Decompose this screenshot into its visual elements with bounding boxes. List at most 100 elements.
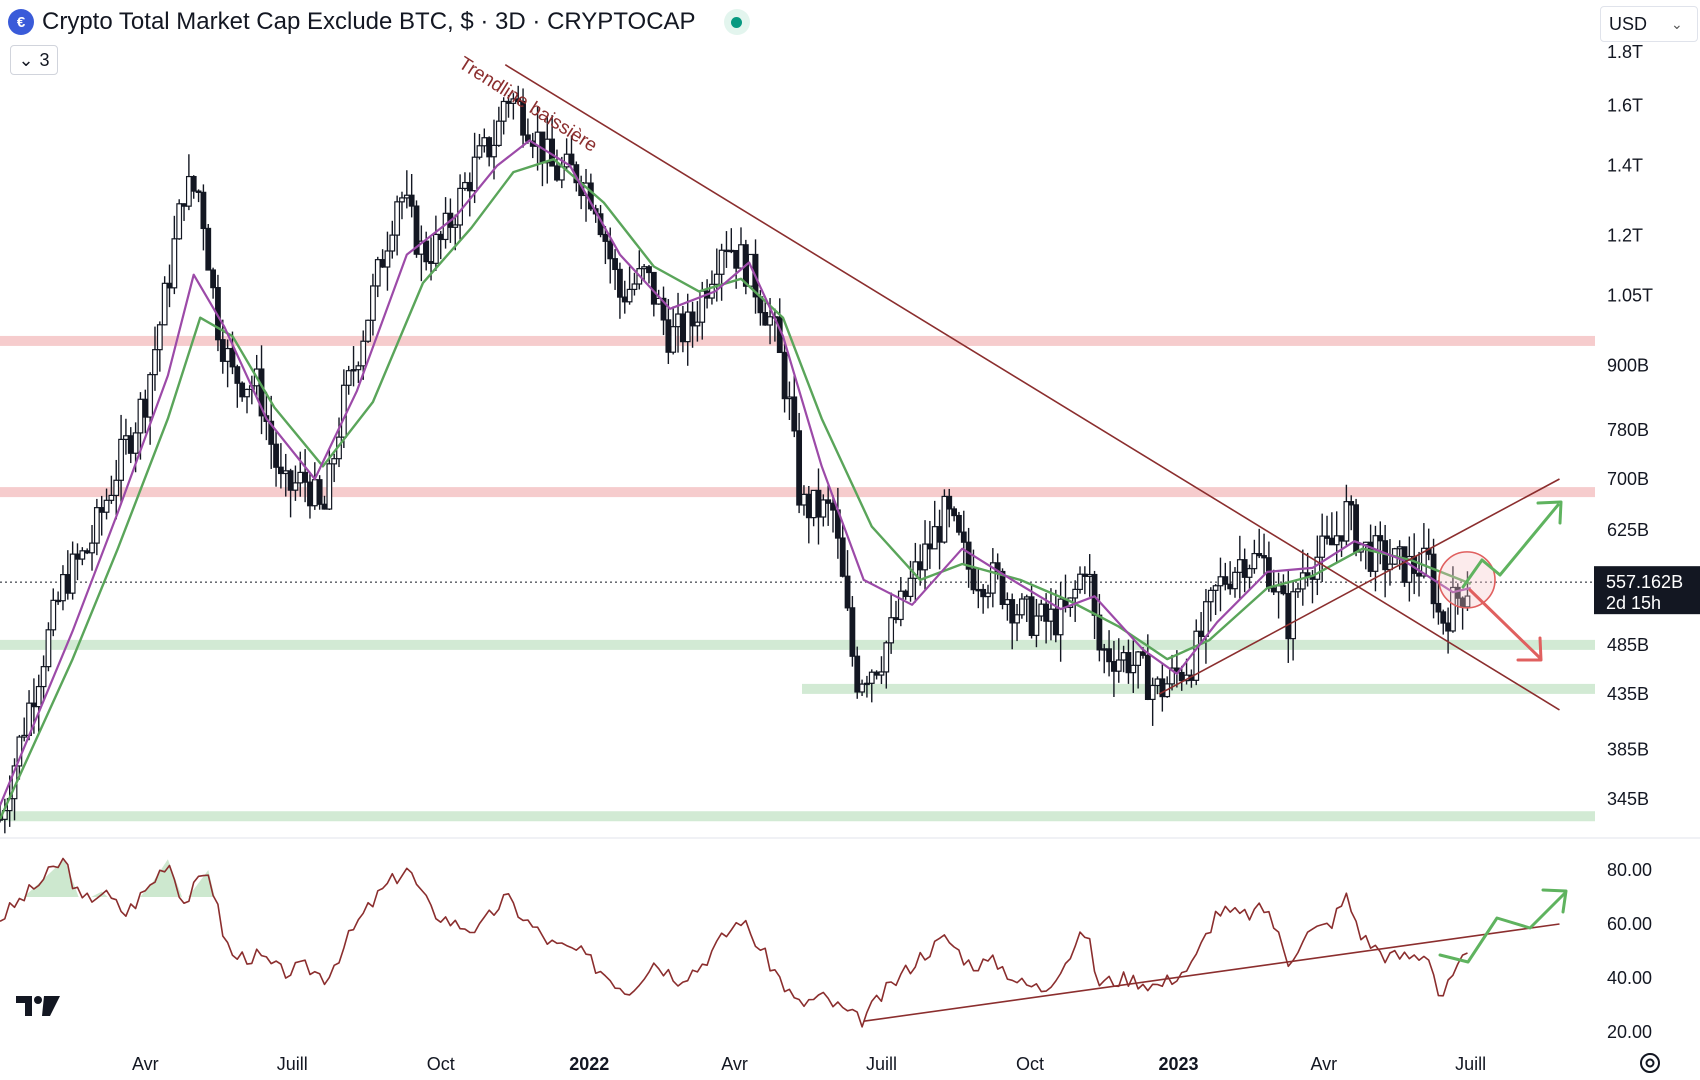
candle-body — [684, 311, 691, 343]
candle-body — [568, 153, 575, 166]
candle-body — [907, 577, 914, 598]
candle-body — [84, 550, 91, 554]
candle — [844, 550, 851, 611]
chart-title: Crypto Total Market Cap Exclude BTC, $ ·… — [42, 8, 696, 35]
candle — [926, 520, 933, 569]
candle-body — [1299, 572, 1306, 590]
price-tick-label: 625B — [1607, 520, 1649, 540]
gear-icon[interactable] — [1637, 1050, 1663, 1076]
candle-body — [389, 234, 396, 252]
candle — [825, 485, 832, 526]
candle — [161, 276, 168, 326]
candle-body — [60, 573, 66, 602]
candle-body — [1043, 603, 1050, 622]
candle — [670, 306, 677, 355]
candle — [224, 339, 231, 388]
oscillator-tick-label: 60.00 — [1607, 914, 1652, 934]
candle-body — [1086, 573, 1093, 577]
candle-body — [1149, 684, 1156, 700]
candle-body — [408, 194, 415, 207]
candle — [960, 510, 967, 565]
candle — [1406, 536, 1413, 602]
candle-body — [1338, 535, 1345, 542]
candle-body — [399, 197, 405, 203]
candle-body — [1033, 615, 1040, 636]
candle-body — [113, 479, 120, 497]
bullish-arrow — [1461, 500, 1563, 589]
candle — [1251, 539, 1258, 574]
candle-body — [985, 592, 991, 598]
candle — [210, 267, 216, 299]
candle-body — [55, 599, 62, 603]
moving-average-slow-line — [0, 158, 1472, 820]
candle-body — [1435, 602, 1442, 613]
candle — [408, 173, 415, 218]
candle — [118, 414, 124, 505]
candle — [113, 459, 120, 520]
candle-body — [738, 244, 744, 269]
candle-body — [1295, 588, 1301, 593]
time-axis: Avr Juill Oct 2022 Avr Juill Oct 2023 Avr Juill — [132, 1054, 1486, 1074]
candle — [941, 489, 948, 544]
candle-body — [423, 240, 430, 263]
candle-body — [200, 191, 207, 230]
candle-body — [520, 100, 526, 136]
time-tick-label: 2023 — [1158, 1054, 1198, 1074]
candle — [1212, 584, 1219, 616]
candle — [74, 543, 81, 581]
candle — [684, 293, 691, 366]
candle-body — [641, 266, 648, 270]
candle — [791, 373, 798, 438]
candle — [185, 154, 192, 211]
candle-body — [1348, 501, 1355, 506]
currency-select[interactable]: USD ⌄ — [1600, 6, 1698, 42]
candle-body — [989, 562, 996, 594]
candle — [1377, 521, 1384, 565]
candle — [1057, 582, 1064, 662]
candle-body — [1198, 630, 1204, 637]
candle-body — [805, 493, 812, 519]
candle — [278, 443, 284, 489]
candle — [859, 679, 865, 697]
tradingview-logo-icon[interactable] — [14, 992, 64, 1018]
candle-body — [883, 642, 890, 673]
candle-body — [1130, 664, 1137, 674]
candle — [35, 674, 42, 734]
candle — [951, 506, 957, 522]
candle-body — [355, 365, 362, 371]
candle-body — [670, 326, 677, 353]
candle — [268, 395, 275, 469]
candle — [1169, 654, 1175, 691]
candle — [123, 418, 129, 455]
time-tick-label: Avr — [132, 1054, 159, 1074]
candle — [897, 577, 904, 627]
candle-body — [137, 398, 144, 434]
price-tick-label: 485B — [1607, 635, 1649, 655]
candle-body — [1343, 501, 1350, 542]
candle — [1038, 599, 1045, 622]
candle — [1372, 525, 1379, 592]
support-zone — [0, 639, 1595, 650]
candle — [878, 656, 885, 685]
candle-body — [282, 470, 289, 475]
candle-body — [1450, 586, 1456, 632]
candle-body — [185, 175, 192, 207]
candle — [728, 228, 735, 254]
candle-body — [897, 590, 904, 621]
candle-body — [1057, 598, 1064, 636]
candle-body — [147, 374, 154, 418]
candle-body — [665, 319, 672, 353]
last-price-value: 557.162B — [1606, 572, 1683, 592]
candle-body — [626, 288, 633, 303]
collapse-indicators-button[interactable]: ⌄ 3 — [10, 45, 58, 75]
candle-body — [1372, 535, 1379, 572]
candle — [1324, 515, 1330, 545]
candle — [694, 301, 701, 342]
candle-body — [1416, 572, 1422, 577]
candle-body — [1261, 555, 1267, 559]
candle-body — [936, 526, 943, 543]
candle-body — [1256, 552, 1263, 557]
candle-body — [718, 249, 725, 275]
candle-body — [1275, 585, 1282, 593]
